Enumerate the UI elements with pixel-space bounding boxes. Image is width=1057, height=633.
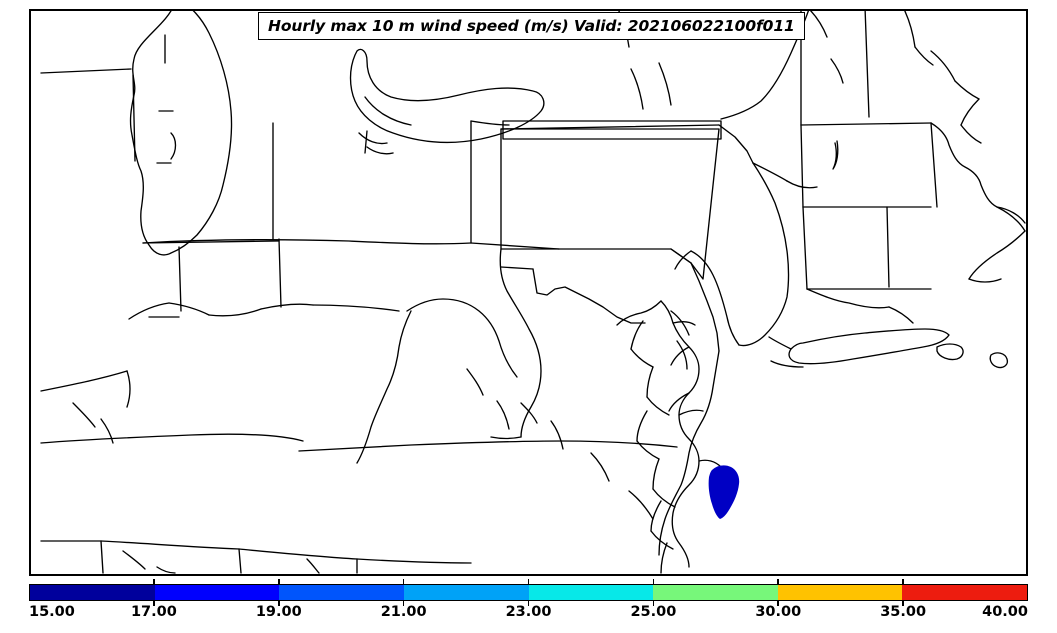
colorbar-segment-23-25 (528, 585, 654, 600)
colorbar-tick-25.00 (652, 601, 655, 606)
colorbar-label-35.00: 35.00 (880, 604, 927, 620)
colorbar-tick-30.00 (777, 579, 780, 584)
colorbar-tick-23.00 (527, 579, 530, 584)
page-title: Hourly max 10 m wind speed (m/s) Valid: … (268, 17, 795, 35)
colorbar-tick-25.00 (652, 579, 655, 584)
colorbar-tick-21.00 (402, 579, 405, 584)
colorbar-segment-30-35 (777, 585, 903, 600)
colorbar-label-19.00: 19.00 (255, 604, 302, 620)
colorbar-segment-21-23 (403, 585, 529, 600)
wind-speed-maximum-cell (708, 465, 740, 519)
colorbar-tick-23.00 (527, 601, 530, 606)
colorbar-label-23.00: 23.00 (505, 604, 552, 620)
colorbar-tick-30.00 (777, 601, 780, 606)
colorbar-label-25.00: 25.00 (630, 604, 677, 620)
colorbar-segment-15-17 (30, 585, 155, 600)
colorbar-label-21.00: 21.00 (380, 604, 427, 620)
colorbar-label-30.00: 30.00 (755, 604, 802, 620)
colorbar-tick-17.00 (153, 601, 155, 606)
colorbar-tick-19.00 (277, 601, 280, 606)
state-boundary-lines (40, 11, 1026, 574)
colorbar-label-15.00: 15.00 (29, 604, 75, 620)
colorbar-tick-35.00 (902, 601, 904, 606)
colorbar-segment-19-21 (279, 585, 404, 600)
colorbar-tick-17.00 (153, 579, 155, 584)
colorbar-tick-21.00 (402, 601, 405, 606)
colorbar-gradient[interactable] (29, 584, 1028, 601)
colorbar[interactable] (29, 579, 1028, 606)
colorbar-segment-17-19 (154, 585, 280, 600)
colorbar-segment-35-40 (902, 585, 1027, 600)
colorbar-tick-35.00 (902, 579, 904, 584)
colorbar-tick-19.00 (277, 579, 280, 584)
colorbar-label-40.00: 40.00 (982, 604, 1028, 620)
colorbar-label-17.00: 17.00 (130, 604, 177, 620)
map-plot-area[interactable] (29, 9, 1028, 576)
colorbar-segment-25-30 (653, 585, 778, 600)
map-geography (40, 11, 1026, 574)
figure-title-box: Hourly max 10 m wind speed (m/s) Valid: … (258, 12, 805, 40)
